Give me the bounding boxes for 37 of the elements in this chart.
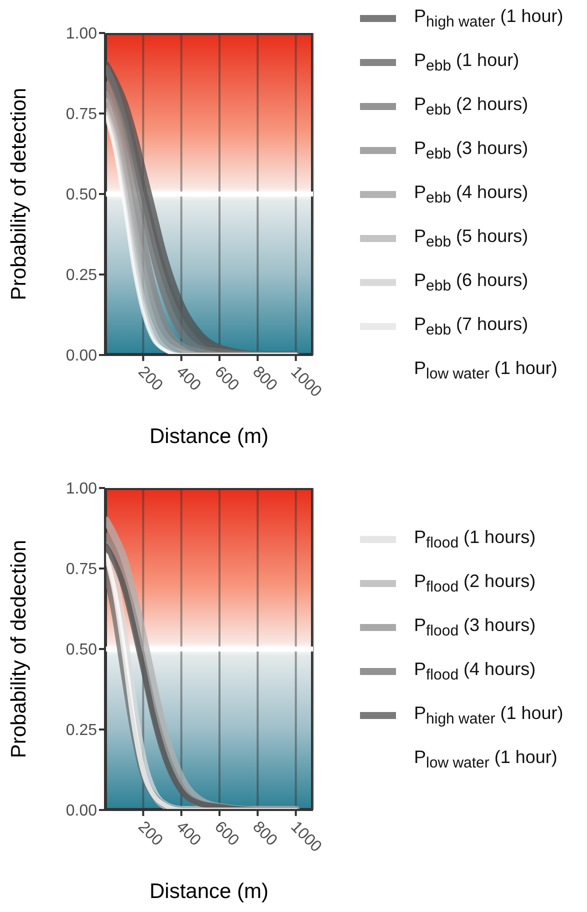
y-tick-label: 0.50: [66, 642, 98, 659]
x-tick-label: 400: [172, 363, 204, 394]
y-tick-label: 0.25: [66, 267, 98, 284]
y-tick-label: 0.75: [66, 561, 98, 578]
x-tick-label: 600: [211, 818, 242, 850]
legend-label: P$_{ebb}$ (3 hours): [414, 138, 528, 162]
legend-label: P$_{ebb}$ (1 hour): [414, 50, 520, 74]
y-tick-label: 0.50: [66, 186, 98, 204]
x-tick-label: 800: [249, 363, 280, 394]
text: P$_{low water}$ (1 hour): [414, 358, 558, 382]
x-tick-label: 200: [134, 363, 166, 394]
y-tick-label: 0.00: [66, 802, 98, 820]
legend-label: P$_{flood}$ (1 hours): [414, 526, 536, 552]
legend-label: P$_{ebb}$ (7 hours): [414, 314, 528, 338]
y-tick-label: 0.75: [66, 106, 98, 124]
y-tick-label: 1.00: [66, 480, 98, 498]
legend-label: P$_{high water}$ (1 hour): [414, 6, 564, 30]
legend-label: P$_{ebb}$ (4 hours): [414, 182, 528, 206]
x-tick-label: 200: [134, 818, 166, 850]
x-tick-label: 600: [211, 363, 242, 394]
y-tick-label: 0.00: [66, 348, 98, 365]
y-axis-title: Probability of dedection: [7, 540, 30, 758]
x-tick-label: 800: [249, 818, 280, 850]
legend-label: P$_{high water}$ (1 hour): [414, 702, 564, 728]
y-axis-title: Probability of detection: [7, 88, 30, 300]
legend-label: P$_{ebb}$ (5 hours): [414, 226, 528, 250]
x-axis-title: Distance (m): [149, 425, 269, 448]
legend-label: P$_{flood}$ (3 hours): [414, 614, 536, 640]
legend-label: P$_{flood}$ (4 hours): [414, 658, 536, 684]
legend-label: P$_{flood}$ (2 hours): [414, 570, 536, 596]
legend-label: P$_{ebb}$ (2 hours): [414, 94, 528, 118]
legend-label: P$_{ebb}$ (6 hours): [414, 270, 528, 294]
x-axis-title: Distance (m): [149, 880, 269, 903]
x-tick-label: 400: [172, 818, 204, 850]
y-tick-label: 1.00: [66, 26, 98, 43]
text: P$_{low water}$ (1 hour): [414, 746, 558, 772]
y-tick-label: 0.25: [66, 722, 98, 740]
